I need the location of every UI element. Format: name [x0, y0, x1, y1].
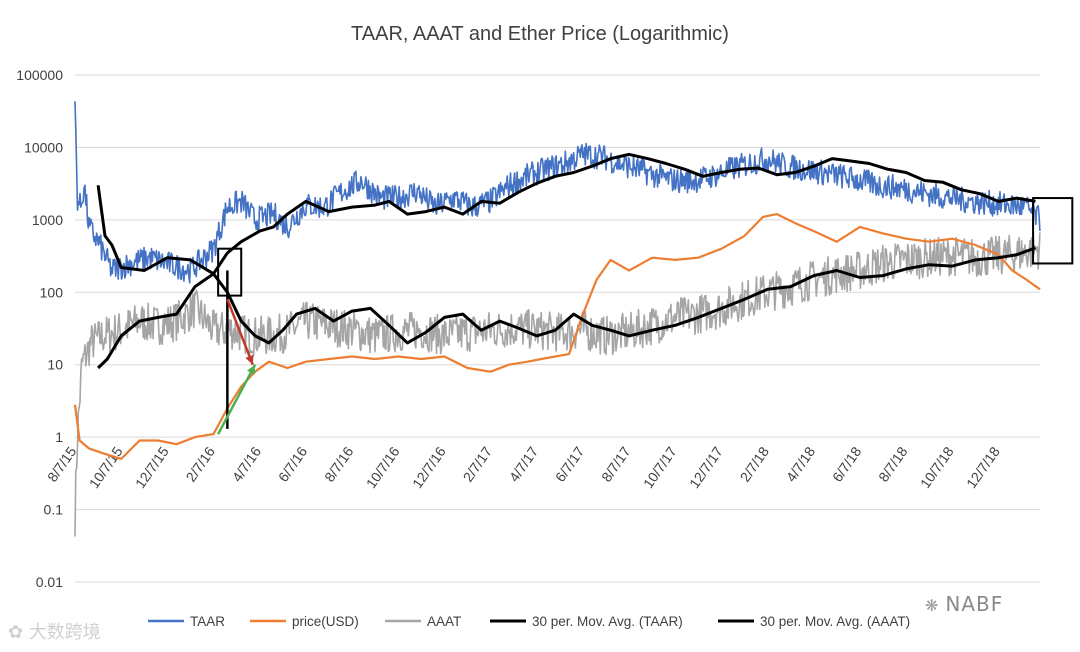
annotation-box — [1032, 197, 1074, 265]
annotation-arrow — [226, 298, 254, 366]
y-tick-label: 100000 — [16, 67, 63, 83]
x-tick-label: 8/7/17 — [598, 444, 634, 485]
watermark-logo-icon: ✿ — [8, 622, 29, 643]
x-tick-label: 6/7/17 — [552, 444, 588, 485]
y-tick-label: 10 — [47, 357, 63, 373]
legend-label: 30 per. Mov. Avg. (TAAR) — [532, 614, 683, 629]
y-tick-label: 10000 — [24, 139, 63, 155]
y-tick-label: 100 — [40, 284, 64, 300]
x-tick-label: 2/7/16 — [183, 444, 219, 485]
series-line-0 — [74, 101, 1041, 284]
series-line-1 — [73, 213, 1041, 460]
annotation-arrowhead — [247, 364, 256, 375]
legend: TAAR price(USD) AAAT 30 per. Mov. Avg. (TAA… — [148, 614, 910, 629]
plot-area — [73, 101, 1041, 537]
y-tick-label: 0.1 — [44, 502, 64, 518]
x-axis: 8/7/15 10/7/15 12/7/15 2/7/16 4/7/16 6/7/16 8/… — [44, 444, 1003, 492]
legend-label: TAAR — [190, 614, 225, 629]
legend-label: 30 per. Mov. Avg. (AAAT) — [760, 614, 910, 629]
x-tick-label: 8/7/16 — [321, 444, 357, 485]
watermark-left-text: 大数跨境 — [28, 622, 101, 643]
x-tick-label: 10/7/15 — [86, 444, 126, 492]
series-line-2 — [74, 232, 1041, 537]
annotation-box — [217, 247, 243, 297]
x-tick-label: 6/7/18 — [829, 444, 865, 485]
x-tick-label: 6/7/16 — [275, 444, 311, 485]
legend-label: AAAT — [427, 614, 461, 629]
watermark-right-text: NABF — [945, 592, 1004, 616]
legend-label: price(USD) — [292, 614, 359, 629]
x-tick-label: 12/7/17 — [686, 444, 726, 492]
grid — [75, 74, 1040, 583]
x-tick-label: 2/7/17 — [460, 444, 496, 485]
x-tick-label: 10/7/16 — [363, 444, 403, 492]
watermark-right: ❋ NABF — [925, 592, 1003, 616]
y-tick-label: 1000 — [32, 212, 63, 228]
watermark-left: ✿ 大数跨境 — [8, 618, 101, 644]
x-tick-label: 4/7/16 — [229, 444, 265, 485]
y-axis: 100000 10000 1000 100 10 1 0.1 0.01 — [16, 67, 63, 590]
x-tick-label: 10/7/18 — [917, 444, 957, 492]
series-line-4 — [97, 246, 1036, 370]
y-tick-label: 0.01 — [36, 574, 63, 590]
series-line-3 — [96, 152, 1036, 276]
x-tick-label: 8/7/18 — [875, 444, 911, 485]
x-tick-label: 8/7/15 — [44, 444, 80, 485]
x-tick-label: 12/7/16 — [409, 444, 449, 492]
x-tick-label: 4/7/18 — [783, 444, 819, 485]
annotation-arrowhead — [245, 354, 254, 365]
x-tick-label: 10/7/17 — [640, 444, 680, 492]
watermark-logo-icon: ❋ — [925, 596, 940, 615]
x-tick-label: 12/7/15 — [132, 444, 172, 492]
x-tick-label: 2/7/18 — [737, 444, 773, 485]
annotations — [217, 197, 1074, 435]
x-tick-label: 12/7/18 — [963, 444, 1003, 492]
y-tick-label: 1 — [55, 429, 63, 445]
chart-title: TAAR, AAAT and Ether Price (Logarithmic) — [351, 23, 729, 45]
x-tick-label: 4/7/17 — [506, 444, 542, 485]
annotation-arrow — [217, 364, 257, 435]
